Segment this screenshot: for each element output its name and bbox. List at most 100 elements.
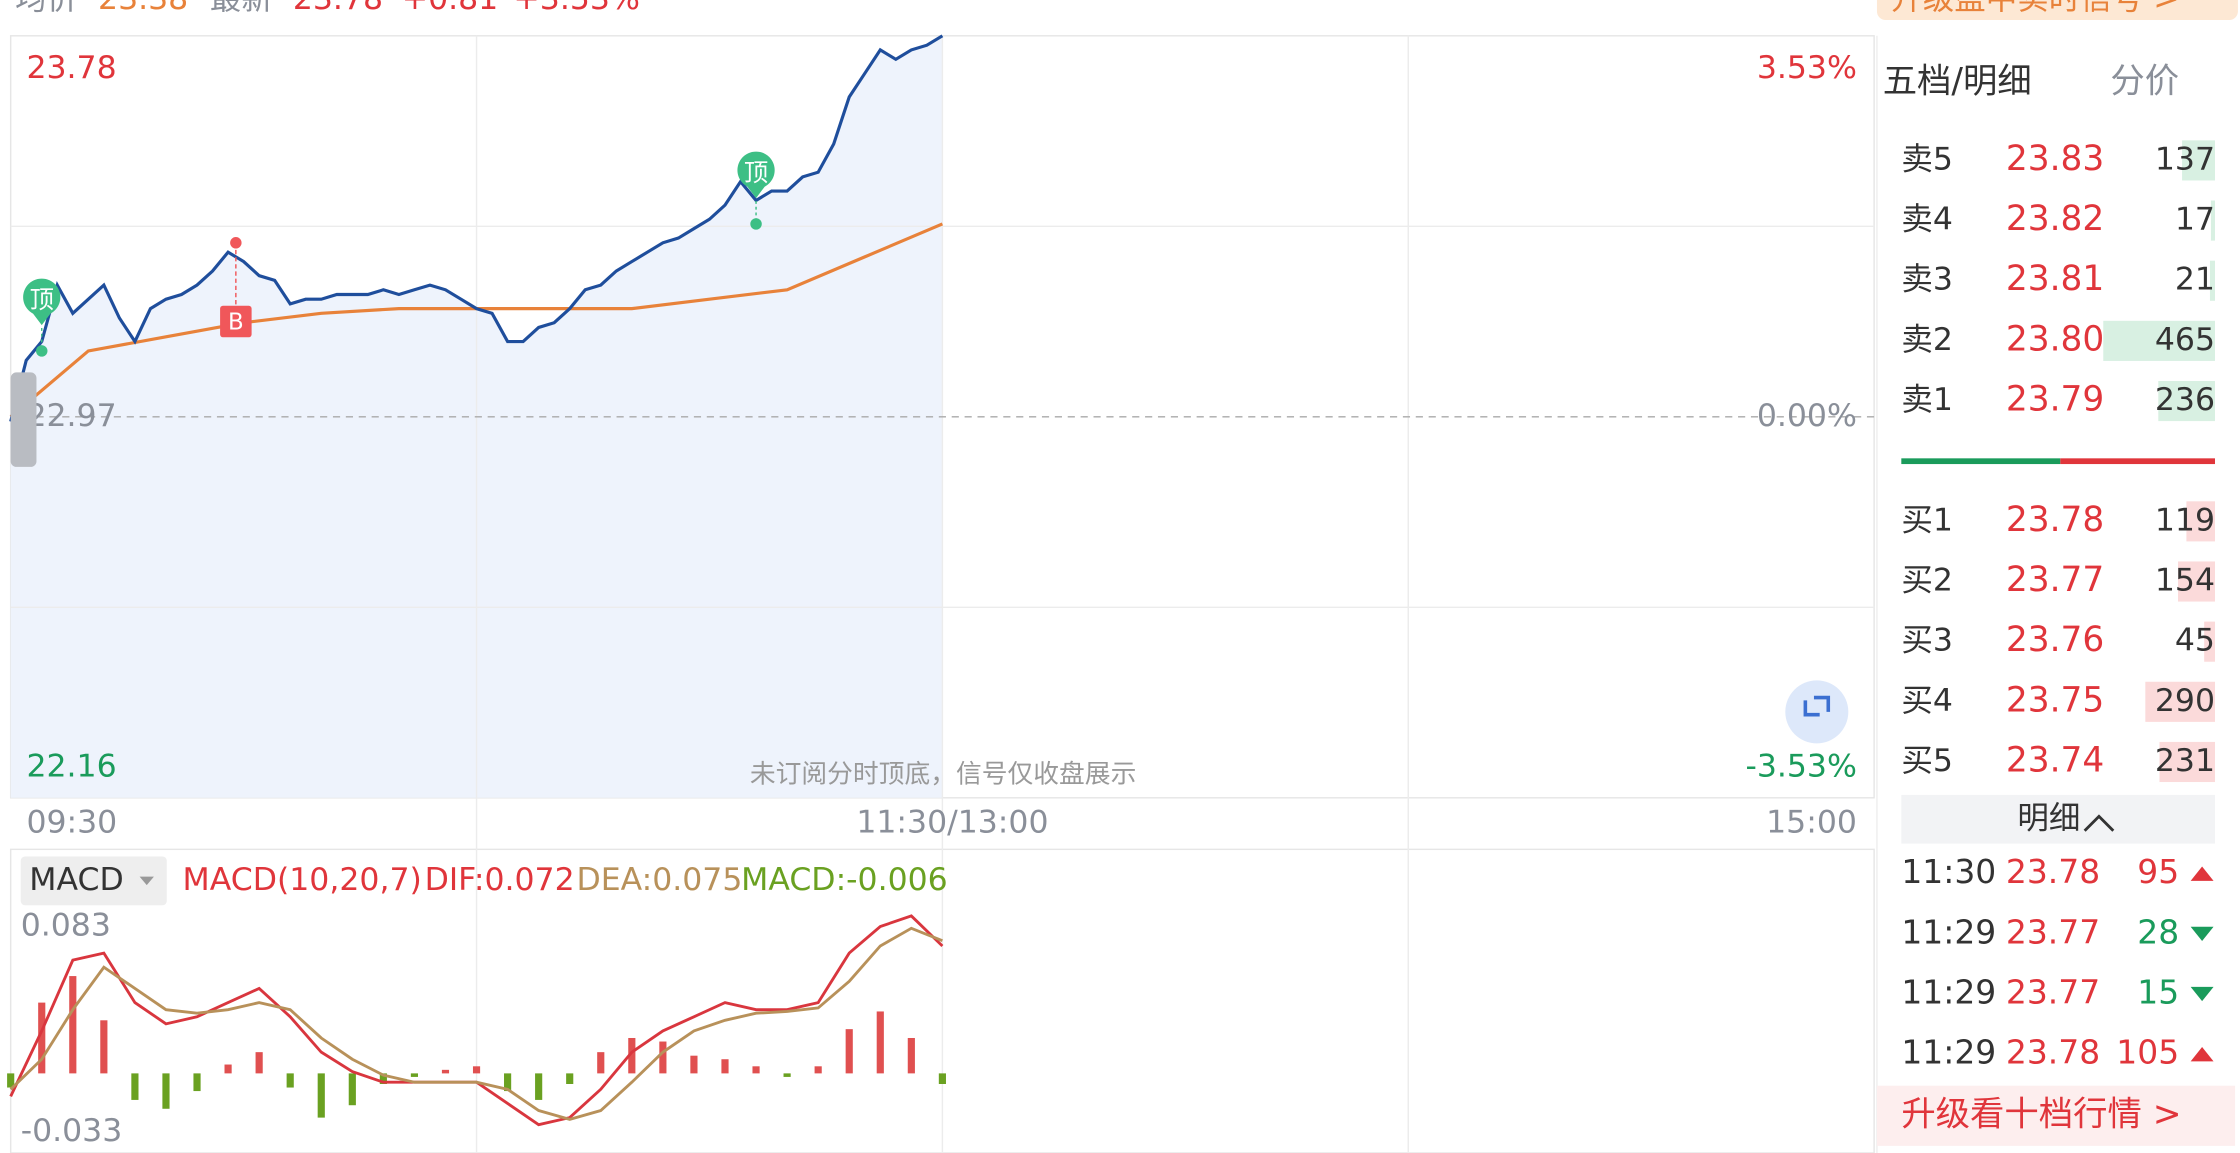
trade-price: 23.78	[2006, 1033, 2100, 1072]
y2-tick-label: 3.53%	[1757, 50, 1857, 86]
macd-bar	[938, 1073, 946, 1084]
macd-bar	[814, 1066, 822, 1074]
level-volume: 21	[2175, 262, 2215, 298]
level-label: 买2	[1901, 563, 1953, 599]
tab-active[interactable]: 五档/明细	[1883, 62, 2032, 102]
signal-button-text[interactable]: 升级盘中实时信号 >	[1891, 0, 2179, 17]
signal-badge	[737, 151, 775, 199]
trade-volume: 15	[2137, 973, 2179, 1012]
volume-bar	[2177, 561, 2215, 602]
macd-bar	[255, 1052, 263, 1074]
ratio-bar-buy	[2060, 458, 2215, 465]
upgrade-button[interactable]	[1876, 1085, 2236, 1146]
dif-label: DIF:0.072	[425, 862, 575, 898]
level-price: 23.83	[2006, 139, 2104, 179]
signal-text: B	[228, 309, 244, 335]
signal-badge	[220, 305, 252, 338]
level-price: 23.80	[2006, 319, 2104, 359]
macd-bar	[721, 1059, 729, 1074]
trade-price: 23.77	[2006, 973, 2100, 1012]
macd-bar	[38, 1002, 46, 1074]
macd-label: MACD:-0.006	[741, 862, 948, 898]
macd-bar	[690, 1055, 698, 1074]
level-label: 卖1	[1901, 382, 1953, 418]
signal-badge	[23, 278, 61, 326]
level-price: 23.76	[2006, 620, 2104, 660]
ratio-bar-sell	[1901, 458, 2061, 465]
y2-tick-label: -3.53%	[1745, 749, 1856, 785]
trade-price: 23.78	[2006, 852, 2100, 891]
macd-bar	[659, 1041, 667, 1074]
collapse-handle[interactable]	[10, 372, 37, 467]
note: 未订阅分时顶底，信号仅收盘展示	[750, 759, 1137, 789]
level-label: 卖3	[1901, 262, 1953, 298]
level-label: 买4	[1901, 683, 1953, 719]
volume-bar	[2186, 501, 2215, 542]
macd-bar	[348, 1073, 356, 1106]
volume-bar	[2103, 320, 2215, 361]
level-price: 23.75	[2006, 680, 2104, 720]
macd-bar	[752, 1066, 760, 1074]
indicator-name[interactable]: MACD	[29, 862, 123, 898]
level-label: 买1	[1901, 502, 1953, 538]
y-tick-label: 22.16	[26, 749, 116, 785]
macd-bar	[69, 976, 77, 1074]
y-tick-label: 23.78	[26, 50, 116, 86]
macd-bar	[472, 1066, 481, 1074]
change-pct: +3.53%	[513, 0, 639, 17]
signal-dot	[230, 237, 242, 249]
y-tick-label: 22.97	[26, 398, 116, 434]
level-price: 23.79	[2006, 380, 2104, 420]
trades-title[interactable]: 明细	[2017, 800, 2080, 836]
level-volume: 290	[2155, 683, 2215, 719]
volume-bar	[2182, 140, 2215, 181]
level-price: 23.78	[2006, 500, 2104, 540]
level-volume: 465	[2155, 322, 2215, 358]
signal-dot	[750, 218, 762, 230]
trade-volume: 95	[2137, 852, 2179, 891]
macd-bar	[224, 1064, 232, 1074]
macd-bar	[597, 1052, 605, 1074]
dea-label: DEA:0.075	[576, 862, 742, 898]
macd-bar	[162, 1073, 170, 1109]
x-tick-label: 15:00	[1766, 805, 1857, 841]
signal-text: 顶	[30, 285, 54, 314]
level-label: 卖5	[1901, 141, 1953, 177]
macd-bar	[317, 1073, 325, 1118]
level-price: 23.82	[2006, 199, 2104, 239]
macd-bar	[628, 1037, 636, 1074]
level-label: 卖2	[1901, 322, 1953, 358]
macd-bar	[379, 1073, 387, 1084]
trades-header[interactable]	[1901, 794, 2215, 844]
indicator-select[interactable]	[20, 856, 167, 906]
collapse-icon	[2083, 814, 2115, 832]
macd-bar	[783, 1073, 791, 1077]
dropdown-arrow	[139, 876, 154, 886]
level-volume: 154	[2155, 563, 2215, 599]
upgrade-button-text[interactable]: 升级看十档行情 >	[1901, 1094, 2181, 1134]
macd-bar	[441, 1069, 450, 1074]
macd-bar	[193, 1073, 201, 1092]
level-volume: 231	[2155, 743, 2215, 779]
tab[interactable]: 分价	[2110, 62, 2179, 102]
trade-arrow	[2190, 866, 2214, 881]
volume-bar	[2145, 681, 2215, 722]
trade-arrow	[2190, 986, 2214, 1002]
trade-volume: 28	[2137, 912, 2179, 951]
trade-time: 11:29	[1901, 912, 1996, 951]
macd-bar	[286, 1073, 294, 1088]
signal-text: 顶	[744, 158, 768, 187]
volume-bar	[2159, 741, 2215, 783]
change: +0.81	[402, 0, 499, 17]
y-tick-label: -0.033	[21, 1113, 123, 1149]
expand-button[interactable]	[1785, 680, 1849, 744]
trade-volume: 105	[2116, 1033, 2179, 1072]
avg-value: 23.38	[98, 0, 188, 17]
level-label: 买3	[1901, 623, 1953, 659]
signal-button[interactable]	[1876, 0, 2238, 21]
last-value: 23.78	[293, 0, 383, 17]
expand-icon	[1803, 695, 1831, 717]
macd-bar	[131, 1073, 139, 1100]
avg-label: 均价	[15, 0, 78, 17]
